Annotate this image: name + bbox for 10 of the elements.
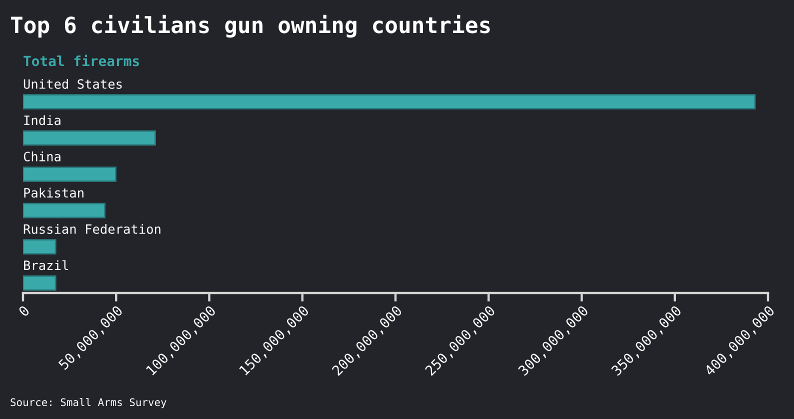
y-tick-label: Brazil <box>24 260 68 270</box>
y-tick-label: India <box>24 115 60 126</box>
y-tick-label: Pakistan <box>24 188 84 198</box>
y-tick-label: United States <box>24 78 122 89</box>
chart-subtitle: Total firearms <box>24 54 139 66</box>
x-tick-label: 0 <box>18 304 30 318</box>
y-tick-label: Russian Federation <box>24 224 160 234</box>
y-tick-label: China <box>24 151 60 162</box>
source-note: Source: Small Arms Survey <box>10 398 166 408</box>
chart-title: Top 6 civilians gun owning countries <box>10 14 490 38</box>
